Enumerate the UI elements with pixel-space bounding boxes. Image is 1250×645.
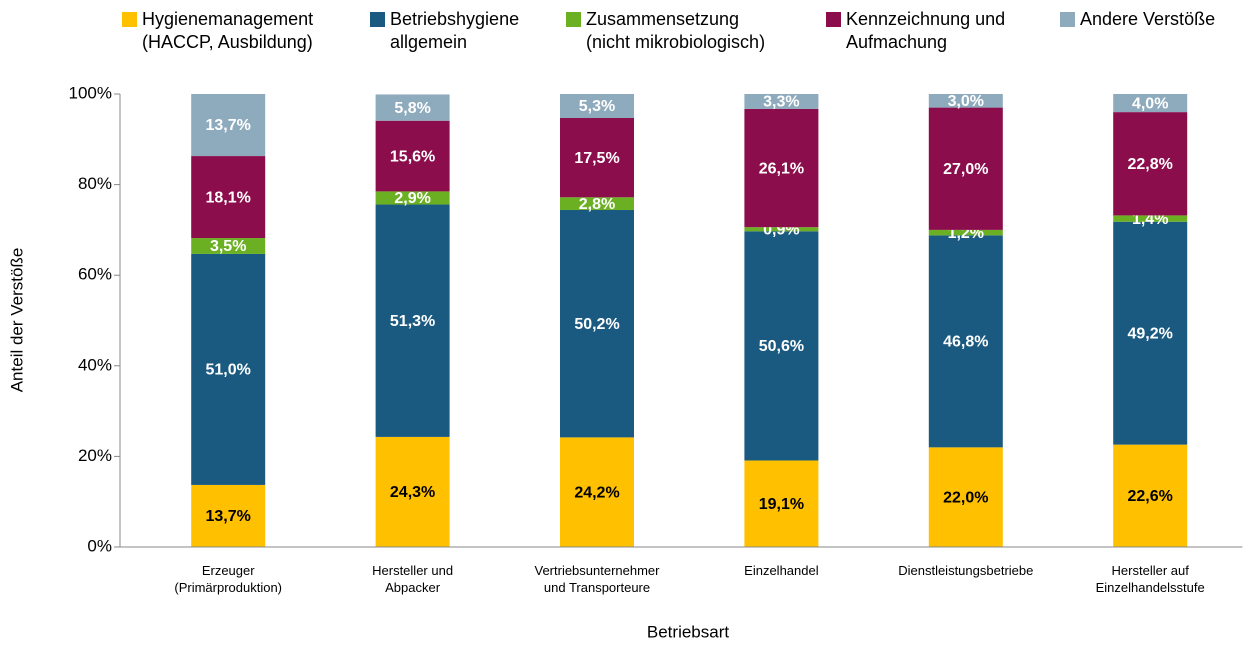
bar-segment [560, 118, 634, 198]
data-label: 15,6% [390, 148, 435, 165]
bar-segment [191, 156, 266, 239]
legend-item: Zusammensetzung (nicht mikrobiologisch) [566, 8, 765, 54]
bar-segment [191, 253, 266, 485]
bar-segment [744, 227, 819, 232]
legend-item: Kennzeichnung und Aufmachung [826, 8, 1005, 54]
bar-segment [375, 94, 450, 121]
legend-swatch [122, 12, 137, 27]
bar-segment [744, 231, 819, 461]
y-tick-label: 100% [69, 83, 112, 102]
data-label: 51,0% [206, 362, 251, 379]
bar-segment [375, 120, 450, 192]
data-label: 17,5% [574, 150, 619, 167]
bar-segment [1113, 112, 1188, 216]
bar-segment [1113, 94, 1188, 113]
data-label: 26,1% [759, 160, 804, 177]
bar-segment [928, 94, 1003, 108]
data-label: 50,2% [574, 316, 619, 333]
bar-segment [191, 94, 266, 157]
bar-segment [191, 484, 266, 547]
legend-swatch [370, 12, 385, 27]
legend-swatch [1060, 12, 1075, 27]
x-axis-title: Betriebsart [647, 622, 729, 641]
legend-swatch [566, 12, 581, 27]
data-label: 22,6% [1128, 488, 1173, 505]
y-tick-label: 0% [87, 536, 112, 555]
bar-segment [744, 460, 819, 547]
data-label: 50,6% [759, 338, 804, 355]
y-axis-title: Anteil der Verstöße [7, 248, 26, 393]
data-label: 3,5% [210, 238, 246, 255]
data-label: 19,1% [759, 496, 804, 513]
data-label: 3,3% [763, 94, 799, 111]
y-tick-label: 20% [78, 446, 112, 465]
data-label: 13,7% [206, 117, 251, 134]
bar-segment [1113, 444, 1188, 547]
bar-segment [375, 436, 450, 547]
bar-segment [191, 238, 266, 254]
bar-segment [560, 197, 634, 210]
data-label: 4,0% [1132, 95, 1168, 112]
legend-item: Betriebshygiene allgemein [370, 8, 519, 54]
data-label: 2,8% [579, 196, 615, 213]
data-label: 18,1% [206, 189, 251, 206]
bar-segment [744, 108, 819, 228]
legend-item: Hygienemanagement (HACCP, Ausbildung) [122, 8, 313, 54]
y-tick-label: 60% [78, 265, 112, 284]
legend-label: Andere Verstöße [1080, 9, 1216, 29]
legend-label: Zusammensetzung (nicht mikrobiologisch) [586, 9, 766, 52]
x-tick-label: Hersteller und Abpacker [372, 563, 454, 595]
bar-segment [1113, 221, 1188, 445]
data-label: 13,7% [206, 508, 251, 525]
data-label: 24,2% [574, 484, 619, 501]
bar-segment [560, 94, 634, 119]
bar-segment [928, 107, 1003, 230]
data-label: 2,9% [394, 190, 430, 207]
data-label: 24,3% [390, 484, 435, 501]
bar-segment [375, 191, 450, 205]
legend-label: Betriebshygiene allgemein [390, 9, 520, 52]
legend-label: Hygienemanagement (HACCP, Ausbildung) [142, 9, 314, 52]
data-label: 22,0% [943, 489, 988, 506]
data-label: 5,8% [394, 100, 430, 117]
data-label: 22,8% [1128, 156, 1173, 173]
data-label: 27,0% [943, 161, 988, 178]
bar-segment [1113, 215, 1188, 222]
legend-item: Andere Verstöße [1060, 8, 1215, 31]
legend-swatch [826, 12, 841, 27]
data-label: 5,3% [579, 98, 615, 115]
data-label: 46,8% [943, 334, 988, 351]
x-tick-label: Erzeuger (Primärproduktion) [174, 563, 283, 595]
data-label: 49,2% [1128, 325, 1173, 342]
bar-segment [928, 447, 1003, 547]
bar-segment [560, 437, 634, 547]
x-tick-label: Einzelhandel [744, 563, 819, 578]
x-tick-label: Hersteller auf Einzelhandelsstufe [1095, 563, 1205, 595]
y-tick-label: 80% [78, 174, 112, 193]
x-tick-label: Vertriebsunternehmer und Transporteure [534, 563, 660, 595]
y-tick-label: 40% [78, 355, 112, 374]
x-tick-label: Dienstleistungsbetriebe [898, 563, 1034, 578]
data-label: 51,3% [390, 313, 435, 330]
bar-segment [560, 209, 634, 438]
bar-segment [744, 94, 819, 109]
bar-segment [375, 204, 450, 437]
data-label: 3,0% [948, 93, 984, 110]
bar-segment [928, 235, 1003, 448]
bar-segment [928, 229, 1003, 236]
legend-label: Kennzeichnung und Aufmachung [846, 9, 1006, 52]
